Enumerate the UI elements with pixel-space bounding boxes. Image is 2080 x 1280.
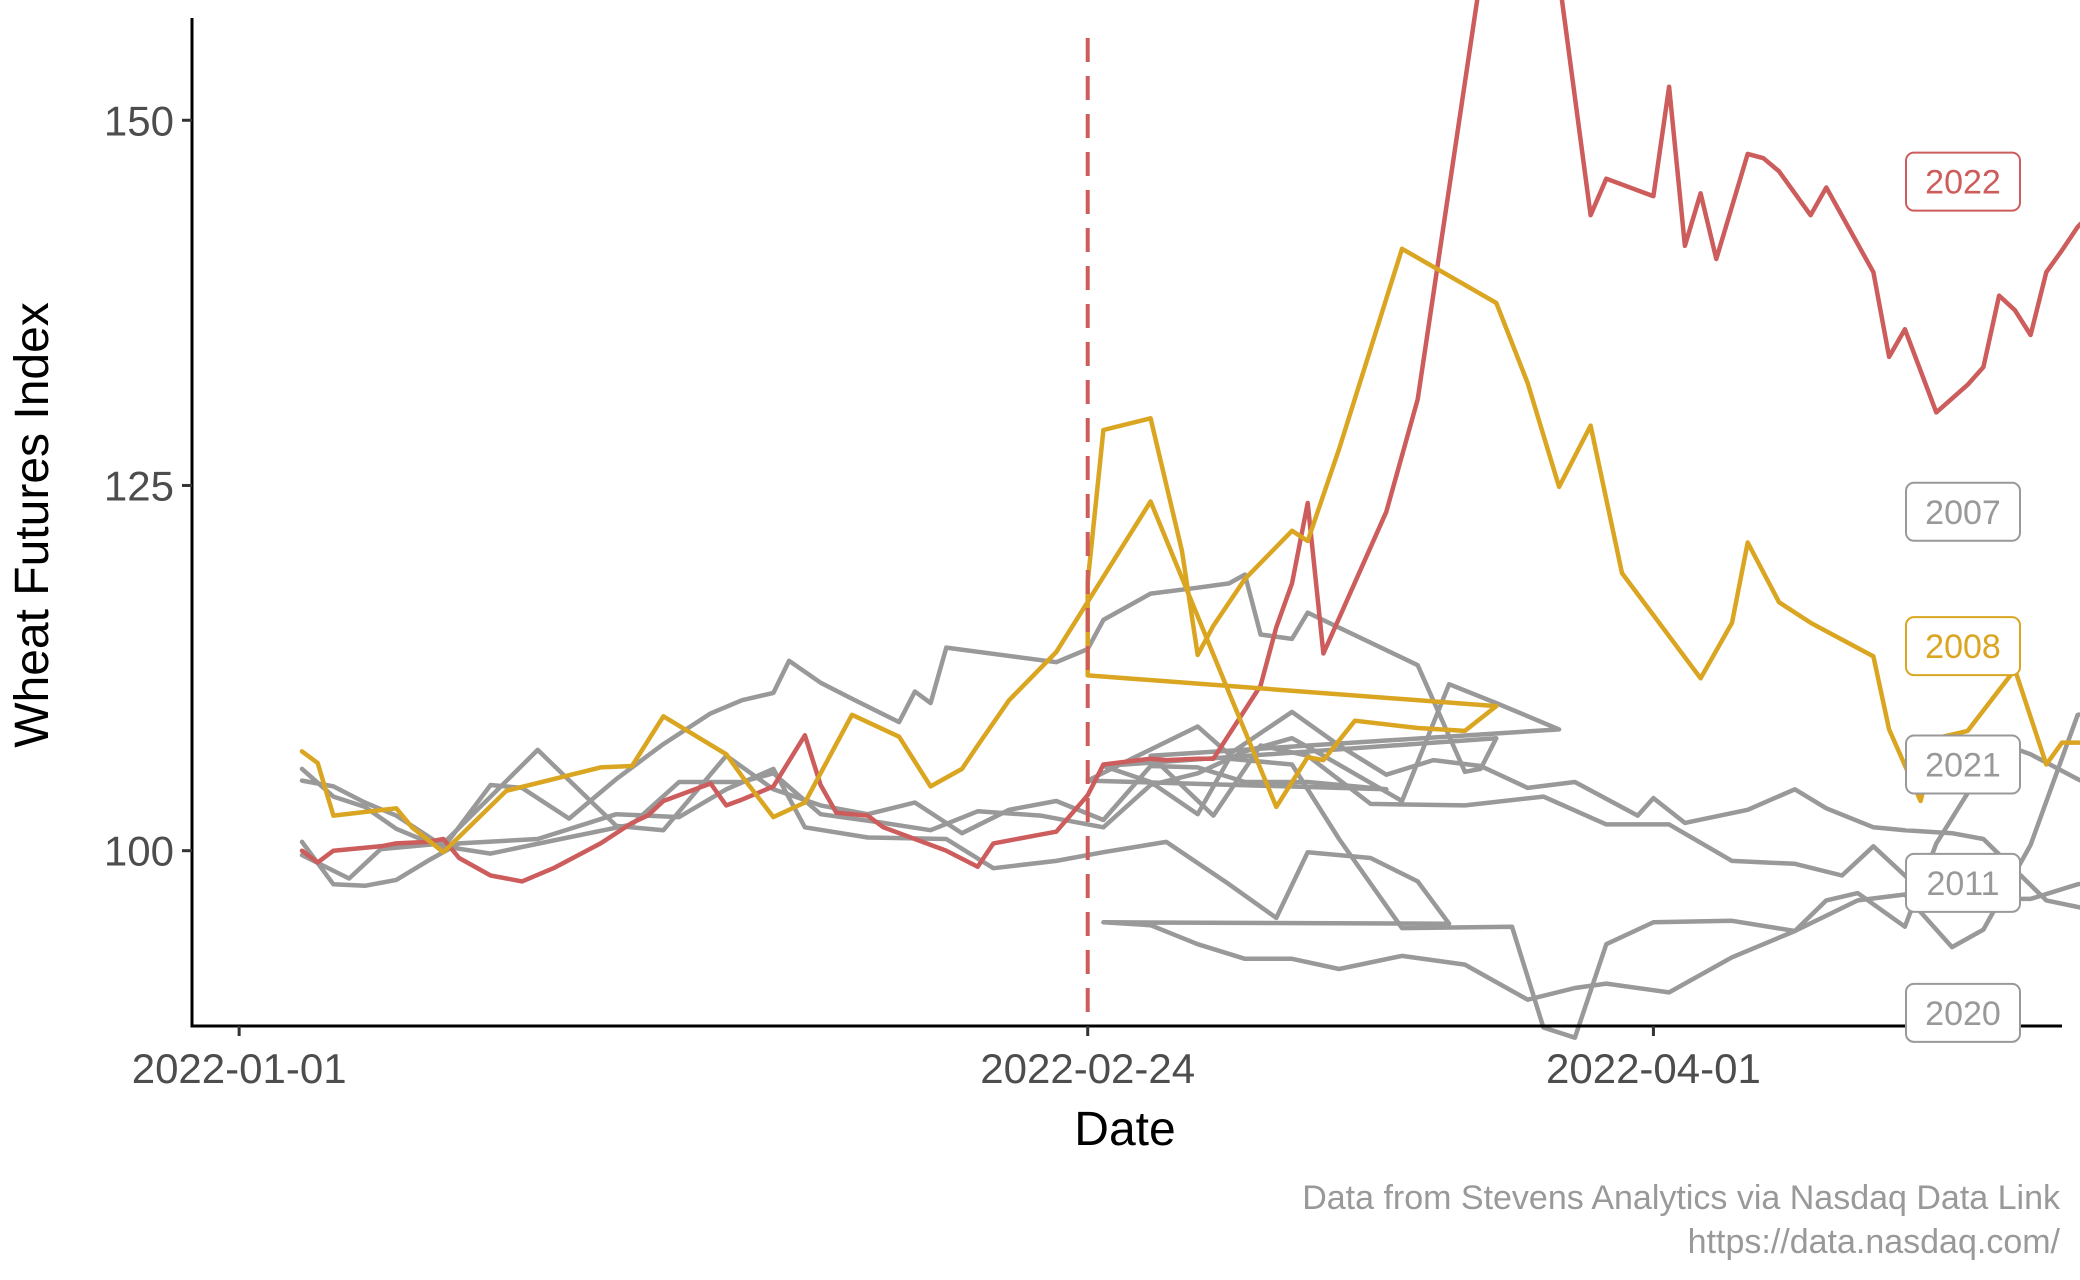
y-axis-title: Wheat Futures Index <box>6 302 59 748</box>
series-label-2007: 2007 <box>1905 481 2021 542</box>
x-axis-title: Date <box>1074 1103 1175 1156</box>
series-label-2022: 2022 <box>1905 151 2021 212</box>
caption-line-1: Data from Stevens Analytics via Nasdaq D… <box>1302 1179 2061 1217</box>
y-tick-label: 125 <box>104 462 174 509</box>
series-label-text: 2011 <box>1926 865 1999 903</box>
series-label-2021: 2021 <box>1905 734 2021 795</box>
caption-line-2: https://data.nasdaq.com/ <box>1688 1223 2061 1261</box>
series-label-text: 2022 <box>1925 164 2001 202</box>
series-label-text: 2008 <box>1925 628 2001 666</box>
series-label-2008: 2008 <box>1905 616 2021 677</box>
series-line-2008 <box>299 246 2080 855</box>
series-label-box <box>1905 481 2021 542</box>
series-label-2011: 2011 <box>1905 852 2021 913</box>
series-label-text: 2007 <box>1925 494 2001 532</box>
axes-layer: 100 125 150 2022-01-01 2022-02-24 2022-04-01 <box>104 18 2062 1092</box>
series-line-2021 <box>299 712 2080 1002</box>
series-line-2022 <box>299 0 2080 884</box>
series-label-box <box>1905 982 2021 1043</box>
x-tick-label: 2022-01-01 <box>132 1045 347 1092</box>
series-line-2007 <box>299 572 2080 1040</box>
series-label-text: 2021 <box>1925 747 2001 785</box>
series-label-box <box>1905 616 2021 677</box>
x-tick-label: 2022-02-24 <box>980 1045 1195 1092</box>
series-line-2020 <box>299 709 2080 910</box>
series-layer <box>299 0 2080 1040</box>
x-tick-label: 2022-04-01 <box>1546 1045 1761 1092</box>
y-tick-label: 150 <box>104 97 174 144</box>
series-label-box <box>1905 852 2021 913</box>
series-label-text: 2020 <box>1925 995 2001 1033</box>
series-label-2020: 2020 <box>1905 982 2021 1043</box>
y-tick-label: 100 <box>104 828 174 875</box>
series-label-box <box>1905 734 2021 795</box>
series-labels-layer: 2022 2008 2007 2021 2011 2020 <box>1905 151 2021 1043</box>
series-label-box <box>1905 151 2021 212</box>
series-line-2011 <box>299 681 2080 902</box>
